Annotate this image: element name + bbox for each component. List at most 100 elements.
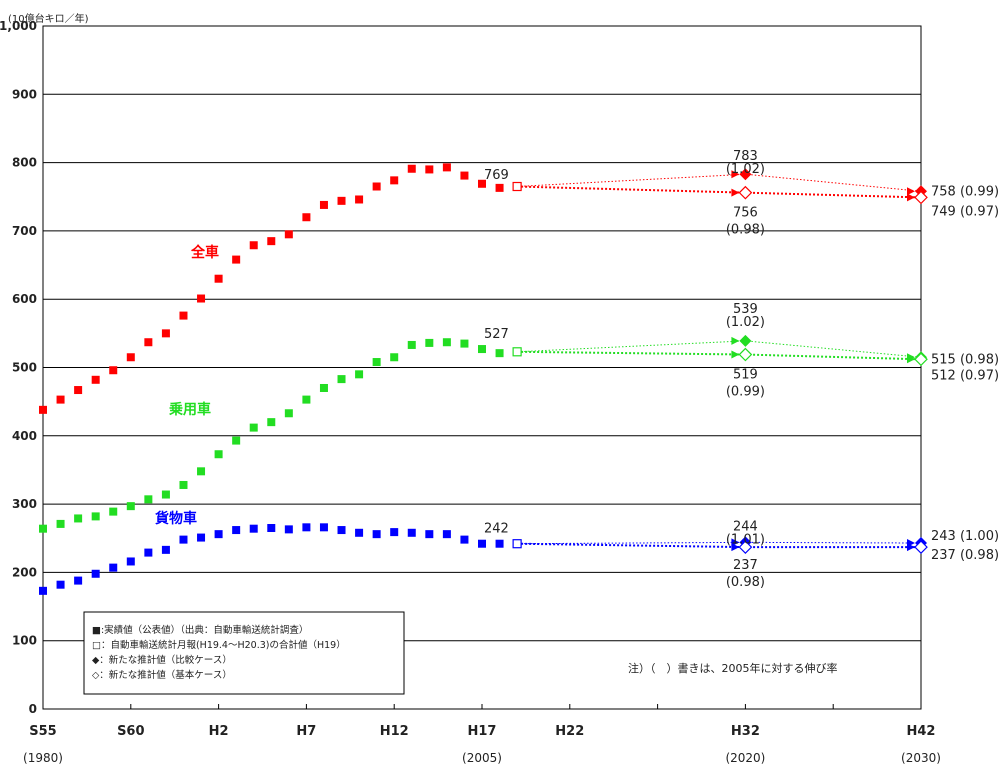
actual-point [337,375,346,384]
monthly-total-point [512,181,522,192]
base-2020-label: 756 [733,206,758,221]
actual-point [284,409,293,418]
actual-point [407,528,416,537]
actual-point [460,535,469,544]
y-tick-label: 500 [12,361,37,375]
actual-point [109,366,118,375]
actual-point [144,548,153,557]
actual-point [337,196,346,205]
comparison-point [739,334,752,347]
actual-point [355,195,364,204]
actual-point [144,338,153,347]
base-arrowhead [907,193,915,202]
actual-point [390,528,399,537]
comparison-arrowhead [731,170,740,179]
comparison-2020-ratio: (1.02) [726,315,765,330]
comparison-arrowhead [907,187,915,196]
comparison-2030-label: 758 (0.99) [931,184,999,199]
actual-value-label: 527 [484,327,509,342]
legend-item: ◆：新たな推計値（比較ケース） [92,654,232,666]
comparison-point [739,168,752,181]
actual-point [56,519,65,528]
actual-point [197,533,206,542]
y-tick-label: 400 [12,429,37,443]
actual-point [126,557,135,566]
x-tick-year: (1980) [23,751,63,765]
growth-rate-note: 注）（ ）書きは、2005年に対する伸び率 [628,661,838,675]
base-point [914,190,928,205]
actual-point [39,524,47,533]
actual-point [267,524,276,533]
actual-point [74,386,83,395]
monthly-total-point [512,539,522,549]
actual-point [179,311,188,320]
series-2: 242 244(1.01) 237 (0.98) 243 (1.00) 237 (0.98… [39,510,999,595]
actual-point [91,512,100,521]
x-tick-label: H17 [468,724,497,739]
series-name-label: 全車 [190,244,219,261]
x-tick-label: S60 [117,724,144,739]
base-point [914,540,928,554]
actual-point [232,436,241,445]
y-tick-label: 600 [12,292,37,306]
actual-point [390,353,399,362]
actual-point [319,523,328,532]
actual-point [302,213,311,222]
x-tick-label: H7 [296,724,316,739]
actual-point [232,526,241,535]
x-tick-label: H42 [907,724,936,739]
base-point [914,352,928,367]
actual-point [355,370,364,379]
legend-item: ◇：新たな推計値（基本ケース） [92,669,232,681]
actual-point [442,530,451,539]
base-arrowhead [907,355,915,364]
actual-point [284,230,293,239]
x-tick-label: H12 [380,724,409,739]
actual-point [407,164,416,173]
series-name-label: 貨物車 [154,510,197,527]
actual-point [495,349,504,358]
x-tick-year: (2030) [901,751,941,765]
actual-point [372,182,381,191]
base-point [738,347,753,362]
actual-point [39,405,47,414]
actual-point [39,586,47,595]
actual-point [425,530,434,539]
actual-point [425,165,434,174]
actual-point [390,176,399,185]
base-arrowhead [731,350,740,359]
actual-point [319,383,328,392]
actual-point [372,530,381,539]
actual-point [284,525,293,534]
base-2030-label: 237 (0.98) [931,548,999,563]
y-axis: 0 100 200 300 400 500 600 700 800 900 1,000 [0,19,37,716]
y-tick-label: 700 [12,224,37,238]
base-projection-line [517,185,922,199]
actual-point [425,338,434,347]
base-arrowhead [731,543,740,552]
actual-point [197,467,206,476]
base-point [738,185,753,200]
actual-point [319,200,328,209]
legend-item: □：自動車輸送統計月報(H19.4～H20.3)の合計値（H19） [92,639,346,651]
actual-point [232,255,241,264]
actual-value-label: 769 [484,168,509,183]
actual-point [372,358,381,367]
actual-point [74,576,83,585]
actual-point [214,450,223,459]
base-2030-label: 749 (0.97) [931,204,999,219]
comparison-2020-ratio: (1.01) [726,532,765,547]
comparison-projection-line [517,541,922,545]
base-2020-ratio: (0.98) [726,575,765,590]
comparison-2020-ratio: (1.02) [726,162,765,177]
y-tick-label: 1,000 [0,19,37,33]
base-2020-ratio: (0.99) [726,385,765,400]
base-2020-ratio: (0.98) [726,223,765,238]
actual-point [214,274,223,283]
base-projection-line [517,350,922,361]
actual-point [442,338,451,347]
actual-point [179,535,188,544]
actual-point [109,507,118,516]
